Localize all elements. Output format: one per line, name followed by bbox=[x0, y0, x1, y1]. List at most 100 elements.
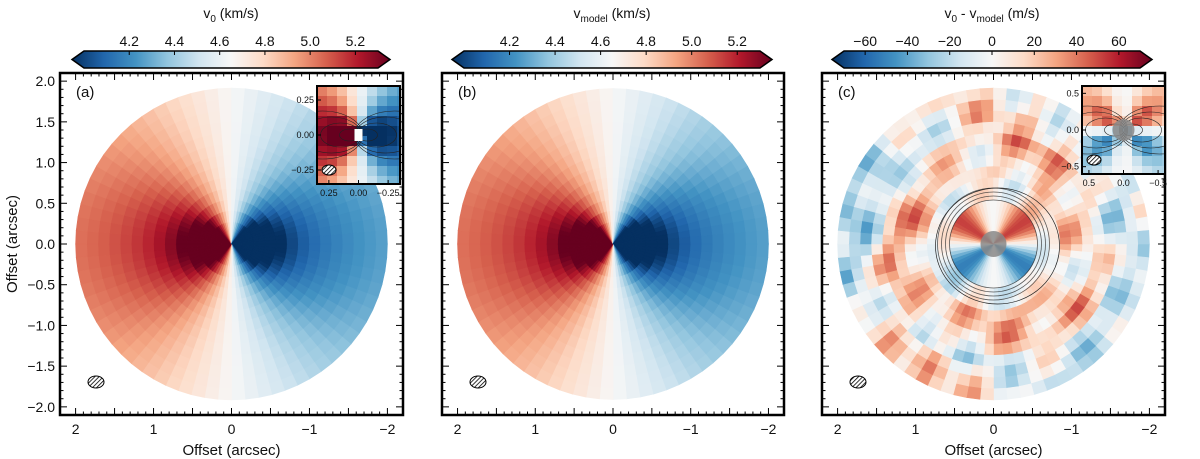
map-cell bbox=[993, 110, 1006, 123]
colorbar-title-part: (km/s) bbox=[216, 5, 259, 21]
inset-cell bbox=[387, 176, 398, 184]
map-cell bbox=[612, 298, 620, 311]
map-cell bbox=[1081, 234, 1095, 245]
inset-cell bbox=[387, 96, 398, 107]
map-cell bbox=[993, 365, 1006, 378]
map-cell bbox=[231, 354, 243, 367]
inset-beam-ellipse bbox=[321, 164, 337, 176]
map-cell bbox=[612, 132, 624, 145]
map-cell bbox=[948, 243, 961, 249]
map-cell bbox=[599, 387, 614, 400]
map-cell bbox=[108, 232, 121, 245]
inset-cell bbox=[317, 86, 328, 97]
map-cell bbox=[351, 220, 365, 234]
map-cell bbox=[595, 144, 606, 157]
panel-label: (c) bbox=[838, 84, 856, 101]
inset-cell bbox=[317, 156, 328, 167]
map-cell bbox=[700, 226, 713, 237]
map-cell bbox=[373, 256, 388, 272]
map-cell bbox=[993, 276, 998, 289]
map-cell bbox=[490, 243, 503, 255]
map-cell bbox=[1048, 237, 1061, 245]
inset-y-tick-label: 0.00 bbox=[296, 130, 314, 140]
map-cell bbox=[612, 332, 623, 345]
map-cell bbox=[502, 252, 515, 264]
inset-cell bbox=[367, 86, 378, 97]
x-axis: 2 1 0 −1 −2 bbox=[72, 73, 396, 437]
inset-cell bbox=[1122, 156, 1133, 167]
map-cell bbox=[612, 287, 619, 300]
map-cell bbox=[612, 99, 626, 112]
map-cell bbox=[973, 132, 986, 146]
inset-cell bbox=[1082, 126, 1093, 137]
x-tick-label: 1 bbox=[912, 421, 920, 437]
residual-contour bbox=[941, 191, 1046, 297]
map-cell bbox=[1126, 231, 1139, 245]
map-cell bbox=[308, 243, 321, 253]
inset-cell bbox=[397, 86, 400, 97]
map-cell bbox=[904, 235, 917, 245]
map-cell bbox=[984, 143, 994, 156]
map-cell bbox=[264, 239, 277, 245]
map-cell bbox=[119, 233, 133, 245]
colorbar-bar bbox=[450, 50, 774, 69]
map-cell bbox=[98, 254, 112, 268]
map-cell bbox=[602, 121, 614, 134]
inset-cell bbox=[347, 86, 358, 97]
x-tick-label: 2 bbox=[834, 421, 842, 437]
colorbar-tick-label: 20 bbox=[1026, 33, 1042, 49]
panel-1: 2 1 0 −1 −2 2.0 1.5 1.0 0.5 0.0 −0.5 −1.0 −1.5 −2.0 Of… bbox=[4, 5, 405, 459]
map-cell bbox=[986, 165, 994, 178]
inset-panel: 0.25 0.00 −0.25 0.25 0.00 −0.25 bbox=[291, 85, 401, 198]
beam-ellipse bbox=[469, 375, 487, 389]
map-cell bbox=[623, 363, 637, 378]
inset-cell bbox=[327, 116, 338, 127]
map-cell bbox=[223, 321, 232, 334]
map-cell bbox=[142, 243, 155, 253]
map-cell bbox=[225, 176, 232, 189]
inset-cell bbox=[397, 136, 400, 147]
map-cell bbox=[993, 354, 1005, 367]
map-cell bbox=[243, 88, 259, 102]
map-cell bbox=[1081, 243, 1095, 254]
map-cell bbox=[734, 243, 747, 256]
inset-cell bbox=[1082, 136, 1093, 147]
map-cell bbox=[342, 232, 355, 245]
map-cell bbox=[587, 374, 602, 389]
x-tick-label: −2 bbox=[760, 421, 776, 437]
map-cell bbox=[993, 143, 1003, 156]
x-tick-label: 1 bbox=[531, 421, 539, 437]
map-cell bbox=[222, 143, 232, 156]
map-cell bbox=[218, 98, 232, 112]
map-cell bbox=[231, 332, 241, 345]
map-cell bbox=[457, 243, 470, 258]
map-cell bbox=[993, 332, 1003, 345]
map-cell bbox=[756, 230, 769, 245]
inset-panel: 0.5 0.0 −0.5 0.5 0.0 −0.5 bbox=[1061, 85, 1167, 188]
x-tick-label: −1 bbox=[1063, 421, 1079, 437]
map-cell bbox=[242, 99, 257, 113]
inset-cell bbox=[1142, 156, 1153, 167]
colorbar-tick-label: −40 bbox=[896, 33, 920, 49]
map-cell bbox=[985, 154, 994, 167]
map-cell bbox=[546, 243, 559, 251]
map-cell bbox=[1137, 243, 1150, 258]
y-tick-label: −1.0 bbox=[27, 317, 55, 333]
map-cell bbox=[993, 321, 1002, 334]
inset-cell bbox=[357, 156, 368, 167]
map-cell bbox=[993, 310, 1001, 323]
map-cell bbox=[231, 143, 241, 156]
colorbar-tick-label: 4.6 bbox=[591, 33, 611, 49]
map-cell bbox=[602, 354, 614, 367]
map-cell bbox=[206, 375, 221, 389]
map-cell bbox=[993, 132, 1004, 145]
map-cell bbox=[612, 154, 622, 167]
inset-cell bbox=[1102, 166, 1113, 174]
map-cell bbox=[353, 243, 366, 256]
map-cell bbox=[131, 251, 145, 262]
inset-cell bbox=[1092, 116, 1103, 127]
map-cell bbox=[362, 255, 377, 270]
inset-cell bbox=[1092, 166, 1103, 174]
map-cell bbox=[1080, 226, 1094, 237]
